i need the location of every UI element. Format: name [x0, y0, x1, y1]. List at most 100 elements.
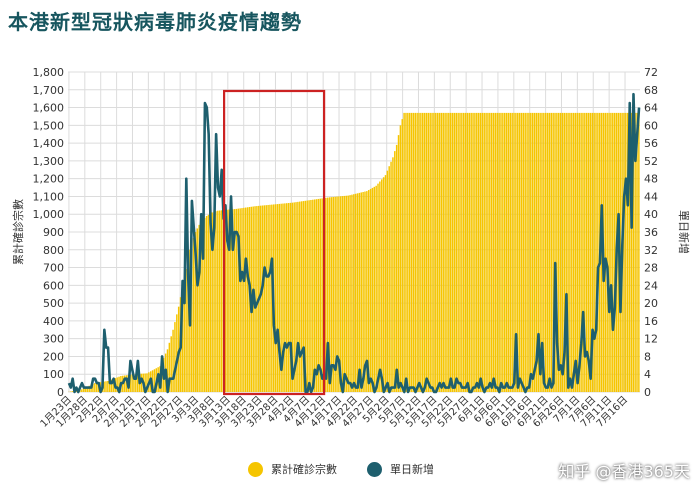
- cumulative-bar: [408, 112, 411, 392]
- cumulative-bar: [522, 112, 525, 392]
- cumulative-bar: [86, 386, 89, 392]
- cumulative-bar: [449, 112, 452, 392]
- cumulative-bar: [425, 112, 428, 392]
- cumulative-bar: [630, 112, 633, 392]
- cumulative-bar: [183, 278, 185, 392]
- cumulative-bar: [591, 112, 594, 392]
- cumulative-bar: [321, 198, 323, 392]
- cumulative-bar: [228, 209, 230, 392]
- cumulative-bar: [384, 175, 387, 392]
- cumulative-bar: [600, 112, 603, 392]
- cumulative-bar: [345, 195, 348, 392]
- y-left-tick-label: 1,700: [33, 84, 65, 97]
- cumulative-bar: [541, 112, 543, 392]
- cumulative-bar: [69, 391, 72, 392]
- cumulative-bar: [436, 112, 439, 392]
- y-left-tick-label: 1,100: [33, 190, 65, 203]
- cumulative-bar: [92, 384, 94, 392]
- cumulative-bar: [144, 373, 146, 392]
- cumulative-bar: [351, 194, 353, 392]
- cumulative-bar: [140, 373, 143, 392]
- cumulative-bar: [477, 112, 480, 392]
- cumulative-bar: [245, 207, 247, 392]
- cumulative-bar: [500, 112, 502, 392]
- cumulative-bar: [364, 191, 366, 392]
- y-right-tick-label: 60: [644, 119, 658, 132]
- cumulative-bar: [269, 204, 271, 392]
- y-left-tick-label: 100: [43, 368, 64, 381]
- cumulative-bar: [381, 179, 383, 392]
- cumulative-bar: [261, 205, 264, 392]
- cumulative-bar: [448, 112, 450, 392]
- y-right-tick-label: 64: [644, 102, 658, 115]
- cumulative-bar: [192, 237, 195, 392]
- cumulative-bar: [405, 112, 407, 392]
- cumulative-bar: [587, 112, 590, 392]
- y-right-tick-label: 28: [644, 262, 658, 275]
- cumulative-bar: [593, 112, 595, 392]
- cumulative-bars: [68, 112, 640, 393]
- cumulative-bar: [259, 205, 262, 392]
- cumulative-bar: [556, 112, 558, 392]
- cumulative-bar: [190, 243, 193, 392]
- cumulative-bar: [299, 201, 301, 392]
- cumulative-bar: [328, 197, 331, 392]
- cumulative-bar: [569, 112, 571, 392]
- cumulative-bar: [394, 151, 396, 392]
- cumulative-bar: [366, 191, 368, 392]
- cumulative-bar: [256, 206, 258, 392]
- cumulative-bar: [129, 374, 131, 392]
- cumulative-bar: [224, 209, 226, 392]
- cumulative-bar: [489, 112, 491, 392]
- cumulative-bar: [589, 112, 592, 392]
- y-left-tick-label: 0: [57, 386, 64, 399]
- cumulative-bar: [626, 112, 629, 392]
- cumulative-bar: [397, 135, 400, 393]
- y-right-tick-label: 12: [644, 333, 658, 346]
- cumulative-bar: [306, 200, 308, 392]
- cumulative-bar: [233, 209, 236, 392]
- cumulative-bar: [403, 112, 405, 392]
- cumulative-bar: [554, 112, 556, 392]
- cumulative-bar: [123, 375, 126, 392]
- legend-cumulative-label: 累計確診宗數: [271, 463, 337, 476]
- cumulative-bar: [595, 112, 597, 392]
- cumulative-bar: [511, 112, 513, 392]
- cumulative-bar: [544, 112, 547, 392]
- y-left-tick-label: 800: [43, 244, 64, 257]
- cumulative-bar: [533, 112, 536, 392]
- cumulative-bar: [319, 198, 321, 392]
- cumulative-bar: [584, 112, 586, 392]
- cumulative-bar: [217, 210, 219, 392]
- y-right-tick-label: 52: [644, 155, 658, 168]
- cumulative-bar: [239, 208, 241, 392]
- y-left-tick-label: 500: [43, 297, 64, 310]
- cumulative-bar: [571, 112, 573, 392]
- cumulative-bar: [280, 203, 282, 392]
- cumulative-bar: [490, 112, 493, 392]
- cumulative-bar: [174, 322, 176, 392]
- legend-daily-label: 單日新增: [390, 463, 434, 476]
- cumulative-bar: [461, 112, 463, 392]
- cumulative-bar: [194, 232, 197, 392]
- y-right-tick-label: 68: [644, 84, 658, 97]
- y-right-tick-label: 0: [644, 386, 651, 399]
- cumulative-bar: [468, 112, 471, 392]
- cumulative-bar: [136, 373, 139, 392]
- cumulative-bar: [481, 112, 484, 392]
- cumulative-bar: [362, 192, 364, 392]
- cumulative-bar: [207, 214, 210, 392]
- legend-daily-swatch: [367, 461, 382, 477]
- cumulative-bar: [313, 199, 316, 392]
- y-left-tick-label: 400: [43, 315, 64, 328]
- y-right-tick-label: 20: [644, 297, 658, 310]
- cumulative-bar: [302, 201, 305, 392]
- cumulative-bar: [291, 202, 294, 392]
- cumulative-bar: [375, 185, 377, 392]
- cumulative-bar: [131, 374, 133, 392]
- y-left-tick-label: 1,300: [33, 155, 65, 168]
- cumulative-bar: [502, 112, 504, 392]
- cumulative-bar: [435, 112, 437, 392]
- cumulative-bar: [505, 112, 508, 392]
- cumulative-bar: [187, 259, 189, 392]
